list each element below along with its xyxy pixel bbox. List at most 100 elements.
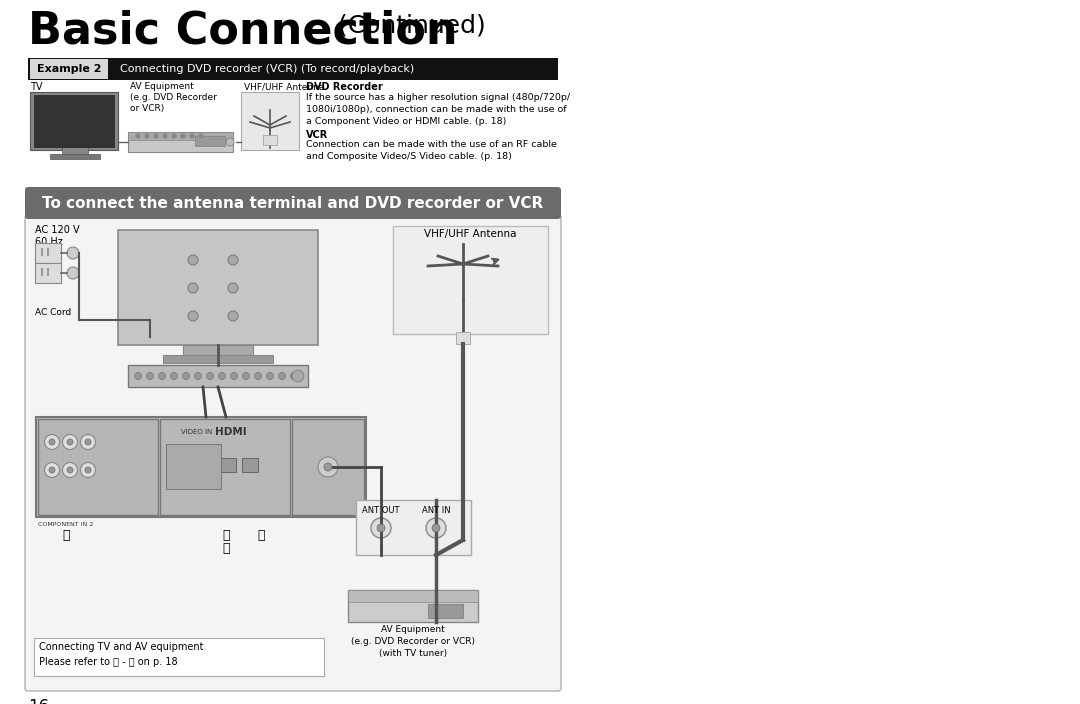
Text: HDMI: HDMI (215, 427, 247, 437)
Circle shape (188, 255, 198, 265)
FancyBboxPatch shape (25, 187, 561, 219)
Bar (160, 419, 291, 515)
Bar (166, 444, 221, 489)
Circle shape (163, 134, 167, 138)
Circle shape (171, 372, 177, 379)
Circle shape (63, 434, 78, 449)
Circle shape (188, 311, 198, 321)
Circle shape (67, 467, 73, 473)
Circle shape (243, 372, 249, 379)
Circle shape (67, 267, 79, 279)
Circle shape (67, 247, 79, 259)
Circle shape (67, 439, 73, 445)
Text: VCR: VCR (306, 130, 328, 140)
Text: Connecting TV and AV equipment: Connecting TV and AV equipment (39, 642, 203, 652)
Bar (198, 458, 214, 472)
Bar (129, 132, 233, 140)
Circle shape (145, 134, 149, 138)
Text: Connection can be made with the use of an RF cable
and Composite Video/S Video c: Connection can be made with the use of a… (306, 140, 557, 161)
Circle shape (188, 283, 198, 293)
Bar (129, 365, 308, 387)
Circle shape (81, 434, 95, 449)
Text: Please refer to Ⓐ - ⓓ on p. 18: Please refer to Ⓐ - ⓓ on p. 18 (39, 657, 177, 667)
Circle shape (81, 463, 95, 477)
Circle shape (372, 518, 391, 538)
Circle shape (49, 439, 55, 445)
Bar (348, 590, 478, 622)
Bar (50, 154, 100, 159)
Bar (163, 355, 273, 363)
Text: TV: TV (30, 82, 42, 92)
Bar (183, 345, 253, 355)
Text: (Continued): (Continued) (330, 14, 486, 38)
Bar (220, 458, 237, 472)
Circle shape (218, 372, 226, 379)
Bar (35, 263, 60, 283)
Circle shape (432, 524, 440, 532)
Bar (195, 136, 225, 146)
Text: VIDEO IN: VIDEO IN (181, 429, 213, 435)
Text: Connecting DVD recorder (VCR) (To record/playback): Connecting DVD recorder (VCR) (To record… (120, 64, 415, 74)
Circle shape (279, 372, 285, 379)
Text: AV Equipment
(e.g. DVD Recorder or VCR)
(with TV tuner): AV Equipment (e.g. DVD Recorder or VCR) … (351, 625, 475, 658)
FancyBboxPatch shape (25, 215, 561, 691)
Text: Ⓐ: Ⓐ (257, 529, 265, 542)
Bar (348, 590, 478, 602)
Bar (428, 604, 463, 618)
Circle shape (267, 372, 273, 379)
Circle shape (181, 134, 185, 138)
Circle shape (135, 372, 141, 379)
Circle shape (426, 518, 446, 538)
Circle shape (190, 134, 194, 138)
Circle shape (206, 372, 214, 379)
Bar (33, 638, 324, 676)
Bar (28, 58, 558, 80)
Text: To connect the antenna terminal and DVD recorder or VCR: To connect the antenna terminal and DVD … (42, 196, 543, 210)
Circle shape (228, 255, 238, 265)
Text: VHF/UHF Antenna: VHF/UHF Antenna (244, 82, 324, 91)
Circle shape (44, 463, 59, 477)
Circle shape (228, 311, 238, 321)
Bar (35, 243, 60, 263)
Circle shape (291, 372, 297, 379)
Bar (356, 500, 471, 555)
Bar (292, 419, 364, 515)
Bar (30, 59, 108, 79)
Text: ANT OUT: ANT OUT (362, 506, 400, 515)
Circle shape (49, 467, 55, 473)
Bar (456, 332, 470, 344)
Text: Ⓑ: Ⓑ (63, 529, 70, 542)
Text: 16: 16 (28, 698, 49, 704)
Circle shape (183, 372, 189, 379)
Bar (36, 417, 366, 517)
Bar (38, 419, 158, 515)
Text: DVD Recorder: DVD Recorder (306, 82, 382, 92)
Text: Ⓒ: Ⓒ (222, 542, 230, 555)
Circle shape (292, 370, 303, 382)
Circle shape (136, 134, 140, 138)
Text: Ⓓ: Ⓓ (222, 529, 230, 542)
Circle shape (85, 439, 91, 445)
Bar (30, 92, 118, 150)
Bar (241, 92, 299, 150)
Circle shape (226, 138, 234, 146)
Text: Example 2: Example 2 (37, 64, 102, 74)
Bar (129, 132, 233, 152)
Text: If the source has a higher resolution signal (480p/720p/
1080i/1080p), connectio: If the source has a higher resolution si… (306, 93, 570, 125)
Text: Basic Connection: Basic Connection (28, 10, 458, 53)
Bar (62, 147, 87, 154)
Bar (118, 230, 318, 345)
Bar (33, 95, 114, 147)
Text: AC Cord: AC Cord (35, 308, 71, 317)
Circle shape (85, 467, 91, 473)
Circle shape (172, 134, 176, 138)
Bar (393, 226, 548, 334)
Bar (264, 135, 276, 145)
Circle shape (324, 463, 332, 471)
Circle shape (194, 372, 202, 379)
Circle shape (159, 372, 165, 379)
Circle shape (318, 457, 338, 477)
Circle shape (255, 372, 261, 379)
Text: AC 120 V
60 Hz: AC 120 V 60 Hz (35, 225, 80, 247)
Circle shape (228, 283, 238, 293)
